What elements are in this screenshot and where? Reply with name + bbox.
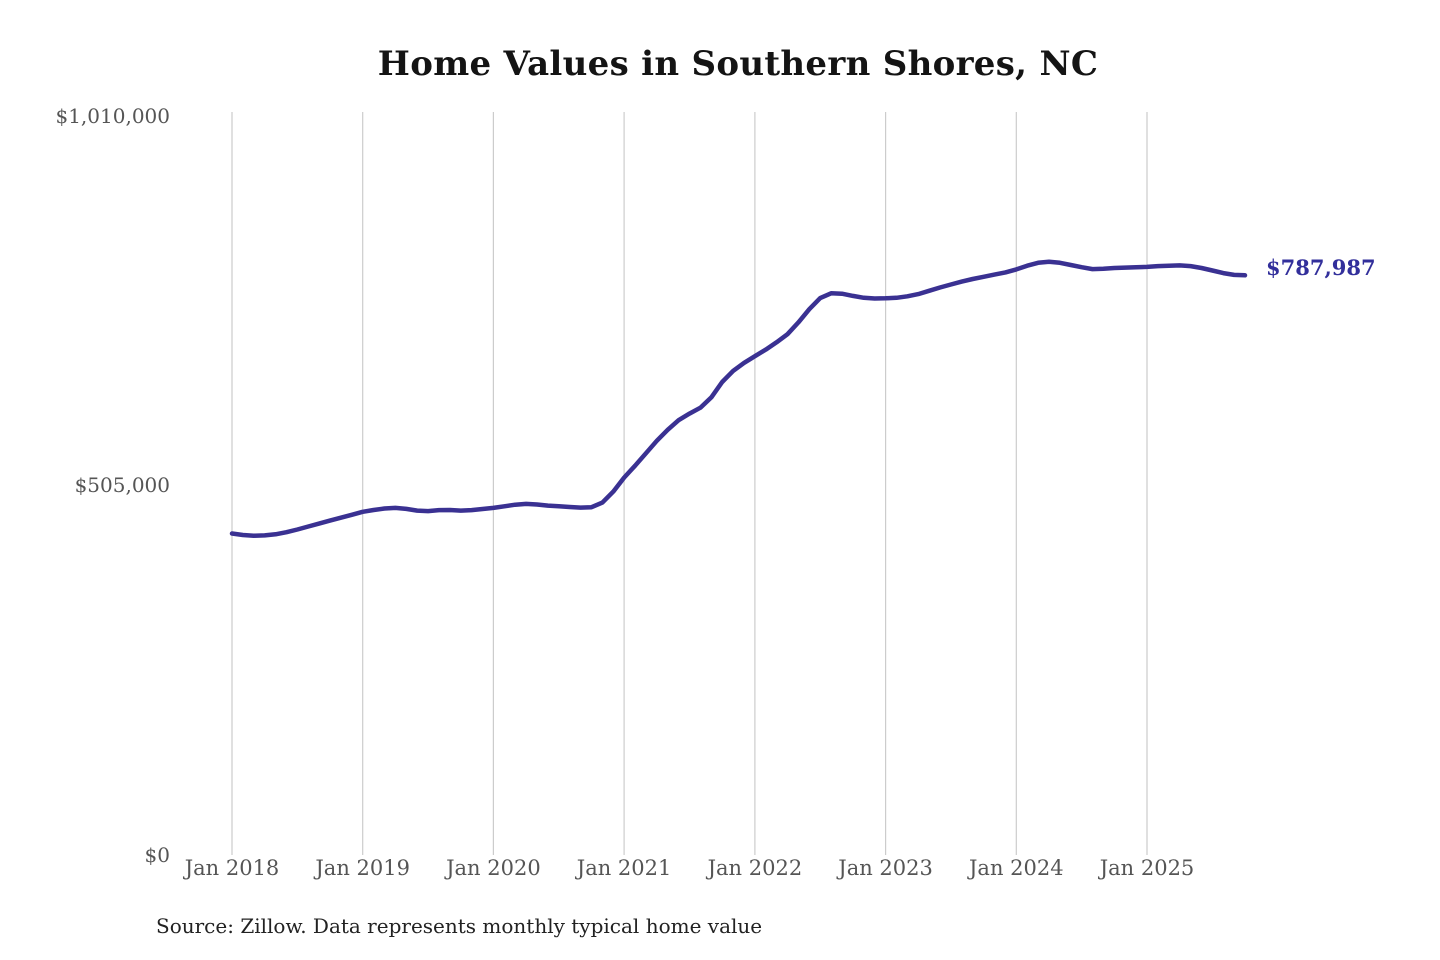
x-tick-2: Jan 2020 bbox=[446, 856, 541, 880]
x-tick-5: Jan 2023 bbox=[838, 856, 933, 880]
x-tick-1: Jan 2019 bbox=[315, 856, 410, 880]
x-tick-0: Jan 2018 bbox=[184, 856, 280, 880]
x-tick-4: Jan 2022 bbox=[707, 856, 803, 880]
current-value-label: $787,987 bbox=[1266, 255, 1376, 280]
y-tick-1010000: $1,010,000 bbox=[55, 104, 170, 128]
x-tick-7: Jan 2025 bbox=[1099, 856, 1195, 880]
home-value-line bbox=[229, 259, 1248, 538]
source-note: Source: Zillow. Data represents monthly … bbox=[156, 914, 763, 938]
y-tick-505000: $505,000 bbox=[74, 473, 170, 497]
x-tick-6: Jan 2024 bbox=[969, 856, 1064, 880]
x-tick-3: Jan 2021 bbox=[576, 856, 672, 880]
chart-title: Home Values in Southern Shores, NC bbox=[377, 44, 1099, 84]
y-tick-0: $0 bbox=[144, 843, 170, 867]
